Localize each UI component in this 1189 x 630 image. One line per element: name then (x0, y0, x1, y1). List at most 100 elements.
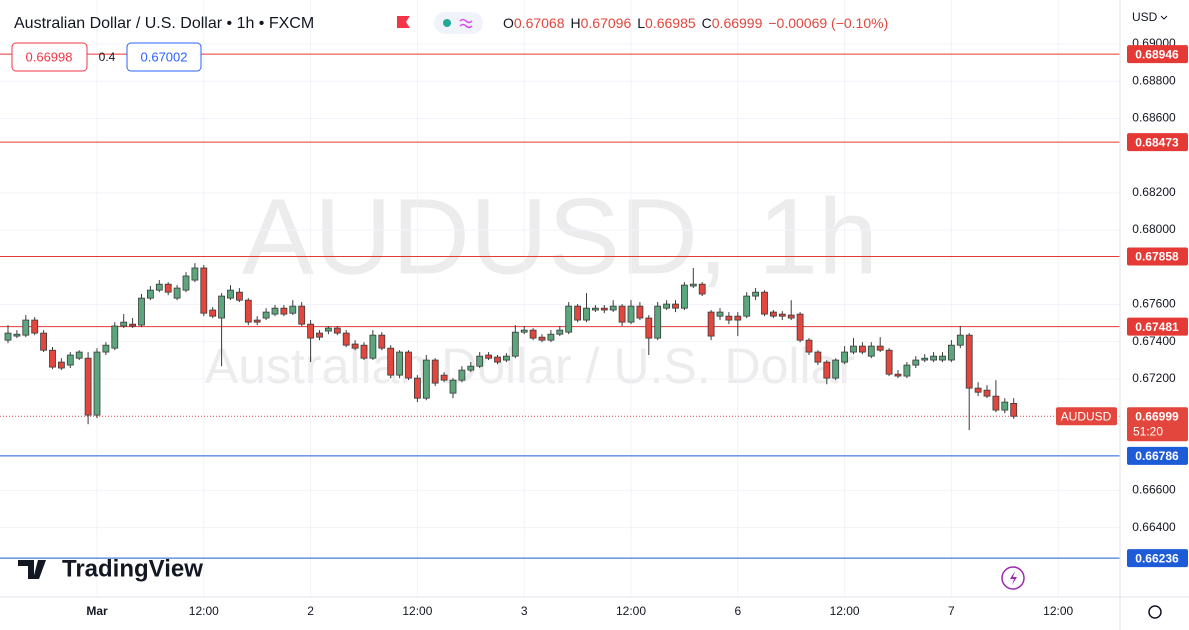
candle-body (654, 305, 662, 339)
x-tick-label: 12:00 (616, 604, 646, 618)
candle-body (244, 299, 252, 323)
candle-body (992, 395, 1000, 411)
candle-body (333, 327, 341, 334)
candle-body (155, 283, 163, 291)
candle-body (770, 311, 777, 317)
logo: TradingView (62, 555, 203, 582)
candle-body (235, 291, 243, 301)
legend-value: 0.66999 (712, 15, 763, 31)
candle-body (1010, 402, 1018, 417)
candle-body (538, 336, 546, 341)
candle-body (903, 364, 911, 377)
level-label: 0.66236 (1135, 551, 1179, 565)
x-tick-label: 7 (948, 604, 955, 618)
y-tick-label: 0.67200 (1132, 371, 1176, 385)
candle-body (894, 373, 902, 377)
candle-body (146, 289, 154, 299)
y-tick-label: 0.66400 (1132, 520, 1176, 534)
candle-body (324, 327, 332, 332)
candle-body (494, 356, 501, 363)
candle-body (743, 295, 751, 317)
x-tick-label: 12:00 (402, 604, 432, 618)
candle-body (75, 351, 83, 359)
candle-body (547, 333, 555, 341)
candle-body (574, 305, 581, 321)
x-tick-label: 12:00 (189, 604, 219, 618)
candle-body (716, 311, 724, 317)
price-tag-box (1127, 407, 1188, 442)
price-tag: 0.66999 (1135, 409, 1179, 423)
candle-body (449, 379, 457, 394)
candle-body (40, 332, 47, 351)
x-tick-label: 12:00 (830, 604, 860, 618)
candle-body (832, 359, 840, 379)
candle-body (974, 387, 982, 393)
candle-body (102, 344, 110, 353)
currency-caret (1160, 15, 1168, 20)
candle-body (823, 361, 831, 379)
candle-body (787, 314, 795, 319)
candle-body (200, 267, 208, 314)
settings-button[interactable] (1148, 605, 1162, 619)
candle-body (58, 361, 65, 369)
candle-body (939, 355, 946, 361)
legend-value: 0.67096 (581, 15, 632, 31)
candle-body (965, 334, 973, 389)
candle-body (600, 307, 608, 311)
candle-body (387, 347, 395, 376)
candle-body (164, 283, 172, 293)
candle-body (49, 349, 56, 368)
symbol-tag: AUDUSD (1061, 409, 1112, 423)
candle-body (520, 329, 528, 333)
candle-body (841, 351, 848, 363)
candle-body (476, 355, 484, 367)
currency[interactable]: USD (1132, 10, 1158, 24)
candle-body (930, 355, 937, 361)
levels (0, 53, 1120, 559)
candle-body (583, 307, 590, 321)
candle-body (485, 354, 493, 359)
candle-body (859, 345, 866, 353)
candle-body (529, 329, 537, 339)
ohlc-legend: O0.67068 H0.67096 L0.66985 C0.66999 −0.00069… (503, 15, 888, 31)
candle-body (289, 305, 297, 314)
legend-key: C (702, 15, 712, 31)
candle-body (360, 344, 368, 359)
level-label: 0.67858 (1135, 250, 1179, 264)
grid (0, 0, 1120, 597)
level-tag (1127, 247, 1188, 266)
status-pill[interactable] (434, 12, 483, 34)
level-label: 0.67481 (1135, 320, 1179, 334)
candle-body (396, 351, 404, 376)
candle-body (592, 307, 599, 311)
axes: 0.690000.688000.686000.682000.680000.676… (86, 36, 1188, 618)
level-tag (1127, 549, 1188, 568)
candle-body (921, 357, 929, 361)
candle-body (752, 291, 759, 297)
level-label: 0.68473 (1135, 135, 1179, 149)
candle-body (280, 307, 288, 315)
lightning-button[interactable] (1001, 566, 1025, 590)
candle-body (618, 305, 626, 323)
candle-body (262, 311, 270, 319)
candle-body (761, 291, 768, 315)
candle-body (511, 331, 519, 357)
candle-body (645, 317, 653, 339)
candle-body (31, 319, 39, 334)
symbol-tag-box (1056, 407, 1117, 426)
y-tick-label: 0.66600 (1132, 483, 1176, 497)
candle-body (253, 319, 261, 323)
level-tag (1127, 133, 1188, 152)
candle-body (405, 351, 412, 379)
legend-key: O (503, 15, 514, 31)
candle-body (681, 284, 688, 309)
candle-body (867, 345, 875, 357)
y-tick-label: 0.67400 (1132, 334, 1176, 348)
lightning-icon (1010, 571, 1017, 585)
bid-box[interactable] (11, 42, 88, 72)
candle-body (218, 295, 226, 319)
candle-body (227, 289, 234, 299)
ask-box[interactable] (126, 42, 202, 72)
candle-body (369, 334, 377, 359)
candle-body (707, 311, 715, 337)
